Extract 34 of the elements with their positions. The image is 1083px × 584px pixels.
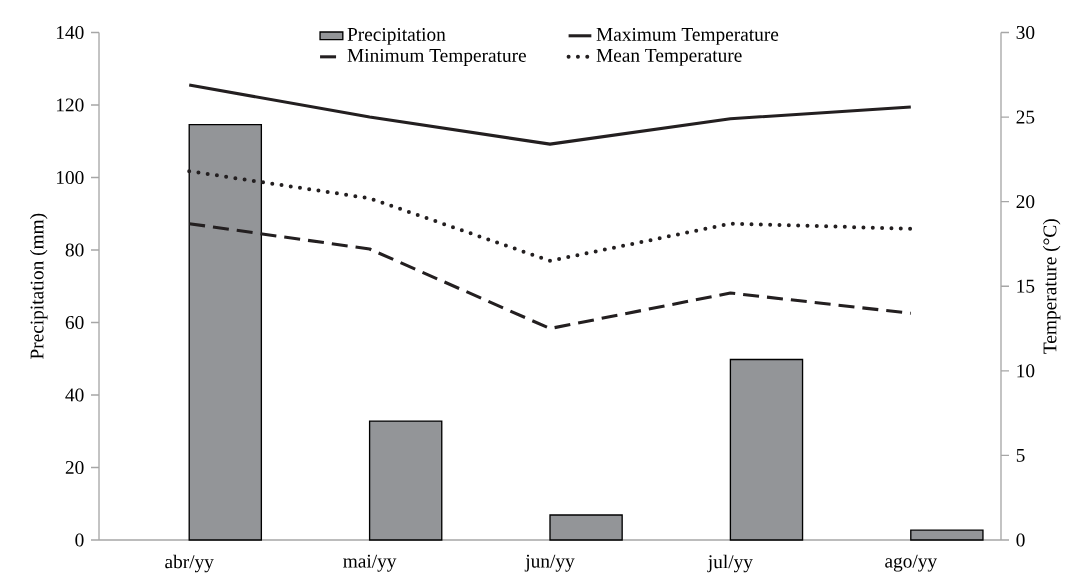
y-tick-label: 20: [65, 460, 84, 475]
bar: [368, 420, 443, 541]
x-tick-label: mai/yy: [343, 554, 397, 572]
y2-tick-label: 15: [1017, 279, 1035, 293]
x-tick-label: ago/yy: [885, 554, 938, 572]
line-series: [187, 83, 913, 146]
bar: [729, 358, 804, 541]
y-tick-label: 40: [65, 388, 84, 402]
x-tick-label: abr/yy: [165, 554, 214, 573]
y2-axis-title: Temperature (°C): [1042, 219, 1061, 354]
y2-tick-label: 25: [1016, 110, 1035, 124]
y2-tick-label: 20: [1016, 195, 1035, 209]
y-tick-label: 80: [65, 243, 84, 257]
x-tick-label: jun/yy: [524, 554, 575, 572]
bar: [910, 529, 984, 541]
y-tick-label: 100: [56, 170, 84, 185]
y2-tick-label: 5: [1016, 448, 1025, 462]
y-tick-label: 60: [65, 315, 84, 330]
bar: [188, 123, 263, 541]
legend-label: Maximum Temperature: [596, 27, 779, 45]
y-tick-label: 0: [75, 533, 84, 547]
y2-tick-label: 30: [1016, 25, 1035, 40]
y2-tick-label: 10: [1017, 364, 1035, 378]
legend-label: Minimum Temperature: [347, 48, 526, 66]
x-tick-label: jul/yy: [707, 554, 753, 573]
y2-tick-label: 0: [1016, 533, 1025, 547]
line-series: [187, 222, 913, 331]
y-axis-title: Precipitation (mm): [29, 213, 48, 359]
y-tick-label: 120: [56, 98, 84, 112]
legend-label: Mean Temperature: [596, 49, 742, 66]
bar: [549, 514, 623, 541]
line-series: [187, 169, 913, 263]
y-tick-label: 140: [56, 25, 84, 40]
legend-label: Precipitation: [347, 27, 446, 45]
